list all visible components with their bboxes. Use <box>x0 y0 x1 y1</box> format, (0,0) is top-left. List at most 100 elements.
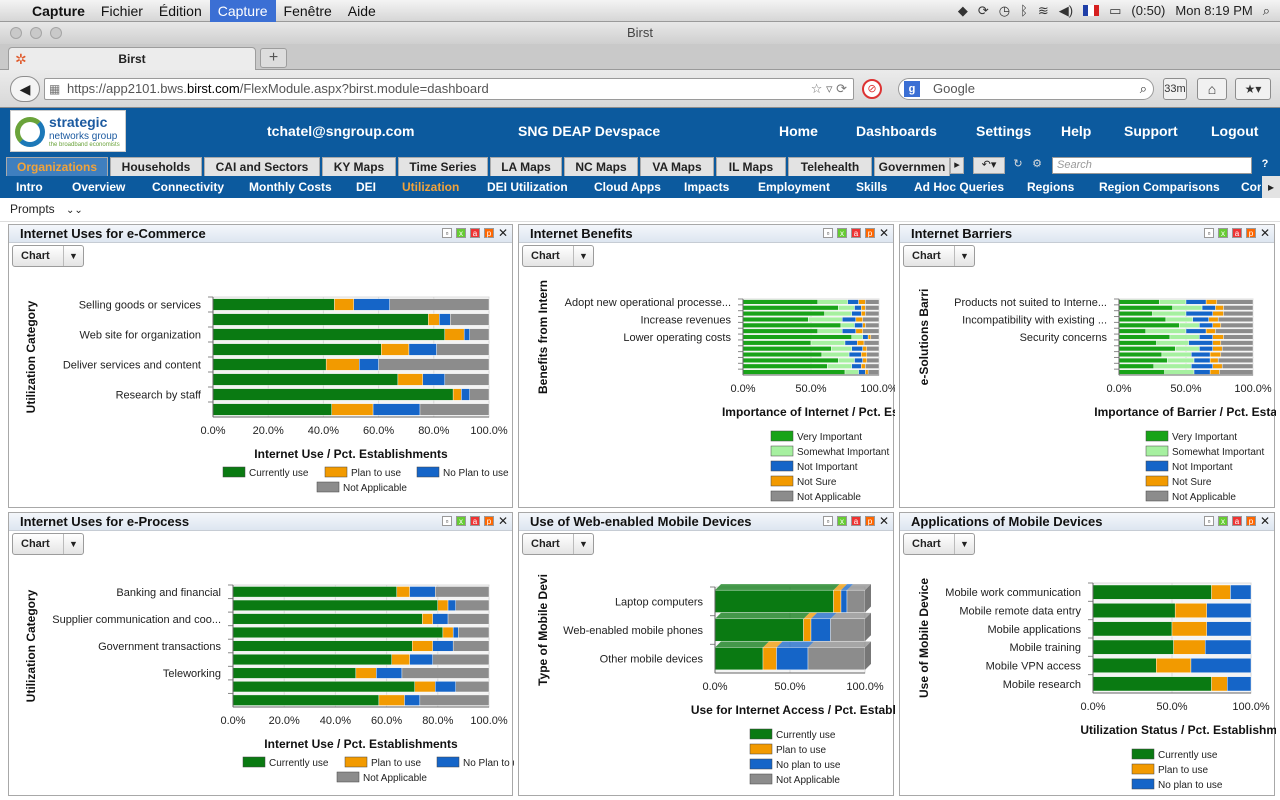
bar-segment[interactable] <box>381 343 410 356</box>
bar-segment[interactable] <box>742 322 842 328</box>
url-bar[interactable]: ▦ https://app2101.bws.birst.com/FlexModu… <box>44 78 854 100</box>
bar-segment[interactable] <box>742 311 825 317</box>
bar-segment[interactable] <box>1223 305 1254 311</box>
bar-segment[interactable] <box>1118 322 1180 328</box>
bar-segment[interactable] <box>867 369 880 375</box>
bar-segment[interactable] <box>232 694 380 706</box>
bar-segment[interactable] <box>714 589 834 613</box>
bar-segment[interactable] <box>1216 299 1254 305</box>
bar-segment[interactable] <box>863 340 880 346</box>
undo-icon[interactable]: ↶▾ <box>973 157 1005 174</box>
close-panel-icon[interactable]: ✕ <box>879 226 890 240</box>
bar-segment[interactable] <box>1212 334 1224 340</box>
bar-segment[interactable] <box>435 681 456 693</box>
browser-tab[interactable]: ✲ Birst <box>8 47 256 70</box>
tab-telehealth[interactable]: Telehealth <box>788 157 872 176</box>
site-identity-icon[interactable]: ▦ <box>49 82 61 96</box>
bar-segment[interactable] <box>212 403 332 416</box>
timer-badge[interactable]: 33m <box>1163 78 1187 100</box>
bar-segment[interactable] <box>1205 299 1218 305</box>
bar-segment[interactable] <box>1191 363 1213 369</box>
export-excel-icon[interactable]: x <box>456 228 466 238</box>
bar-segment[interactable] <box>232 626 444 638</box>
zoom-window-button[interactable] <box>50 27 62 39</box>
bar-segment[interactable] <box>714 647 764 671</box>
bookmark-star-icon[interactable]: ☆ ▿ ⟳ <box>810 81 847 96</box>
time-machine-icon[interactable]: ◷ <box>998 2 1011 18</box>
export-pdf-icon[interactable]: a <box>470 228 480 238</box>
bar-segment[interactable] <box>1221 346 1254 352</box>
bar-segment[interactable] <box>824 311 853 317</box>
bar-segment[interactable] <box>355 667 377 679</box>
export-excel-icon[interactable]: x <box>837 228 847 238</box>
bar-segment[interactable] <box>1223 311 1254 317</box>
bar-segment[interactable] <box>232 613 423 625</box>
menu-capture[interactable]: Capture <box>209 0 276 22</box>
bar-segment[interactable] <box>1208 316 1219 322</box>
bar-segment[interactable] <box>1118 363 1155 369</box>
bar-segment[interactable] <box>742 328 819 334</box>
bar-segment[interactable] <box>1199 346 1213 352</box>
tab-cai-sectors[interactable]: CAI and Sectors <box>204 157 320 176</box>
bar-segment[interactable] <box>1161 352 1192 358</box>
tab-il-maps[interactable]: IL Maps <box>716 157 786 176</box>
tab-ky-maps[interactable]: KY Maps <box>322 157 396 176</box>
refresh-icon[interactable]: ↻ <box>1013 158 1023 170</box>
bar-segment[interactable] <box>861 352 867 358</box>
subtab-overview[interactable]: Overview <box>72 180 126 194</box>
bar-segment[interactable] <box>865 369 869 375</box>
bar-segment[interactable] <box>827 363 853 369</box>
bar-segment[interactable] <box>808 316 843 322</box>
bar-segment[interactable] <box>1092 639 1174 655</box>
bar-segment[interactable] <box>862 334 869 340</box>
bar-segment[interactable] <box>232 599 439 611</box>
export-ppt-icon[interactable]: p <box>1246 516 1256 526</box>
bar-segment[interactable] <box>862 357 867 363</box>
bar-segment[interactable] <box>742 357 839 363</box>
export-pdf-icon[interactable]: a <box>1232 228 1242 238</box>
bar-segment[interactable] <box>1092 603 1176 618</box>
subtab-monthly-costs[interactable]: Monthly Costs <box>249 180 332 194</box>
bar-segment[interactable] <box>844 340 858 346</box>
menu-fenetre[interactable]: Fenêtre <box>283 2 332 19</box>
bar-segment[interactable] <box>212 388 454 401</box>
bar-segment[interactable] <box>817 299 848 305</box>
bar-segment[interactable] <box>1092 676 1212 692</box>
bar-segment[interactable] <box>455 599 490 611</box>
bar-segment[interactable] <box>1205 328 1216 334</box>
chart-type-button[interactable]: Chart ▼ <box>903 245 975 267</box>
tab-la-maps[interactable]: LA Maps <box>490 157 562 176</box>
bar-segment[interactable] <box>401 667 490 679</box>
bar-segment[interactable] <box>212 298 335 311</box>
bar-segment[interactable] <box>232 586 398 598</box>
subtab-employment[interactable]: Employment <box>758 180 831 194</box>
bar-segment[interactable] <box>1212 363 1223 369</box>
subtab-connectivity[interactable]: Connectivity <box>152 180 225 194</box>
nav-settings[interactable]: Settings <box>976 123 1032 139</box>
bar-segment[interactable] <box>851 346 863 352</box>
bar-segment[interactable] <box>842 328 857 334</box>
chevron-down-icon[interactable]: ▼ <box>63 246 83 266</box>
bar-segment[interactable] <box>432 613 449 625</box>
menu-fichier[interactable]: Fichier <box>100 2 143 19</box>
bar-segment[interactable] <box>865 299 880 305</box>
bar-segment[interactable] <box>1118 346 1176 352</box>
chevron-down-icon[interactable]: ▼ <box>954 246 974 266</box>
chart-type-button[interactable]: Chart ▼ <box>522 533 594 555</box>
bar-segment[interactable] <box>412 640 433 652</box>
bar-segment[interactable] <box>1185 311 1213 317</box>
bar-segment[interactable] <box>1217 357 1254 363</box>
bar-segment[interactable] <box>1172 305 1203 311</box>
bar-segment[interactable] <box>851 334 863 340</box>
bar-segment[interactable] <box>776 647 809 671</box>
bar-segment[interactable] <box>840 322 855 328</box>
export-image-icon[interactable]: ▫ <box>1204 516 1214 526</box>
bar-segment[interactable] <box>212 358 327 371</box>
export-ppt-icon[interactable]: p <box>1246 228 1256 238</box>
tab-households[interactable]: Households <box>110 157 202 176</box>
bar-segment[interactable] <box>439 313 451 326</box>
bar-segment[interactable] <box>862 322 866 328</box>
bar-segment[interactable] <box>855 316 863 322</box>
bar-segment[interactable] <box>1206 603 1252 618</box>
bar-segment[interactable] <box>408 343 437 356</box>
